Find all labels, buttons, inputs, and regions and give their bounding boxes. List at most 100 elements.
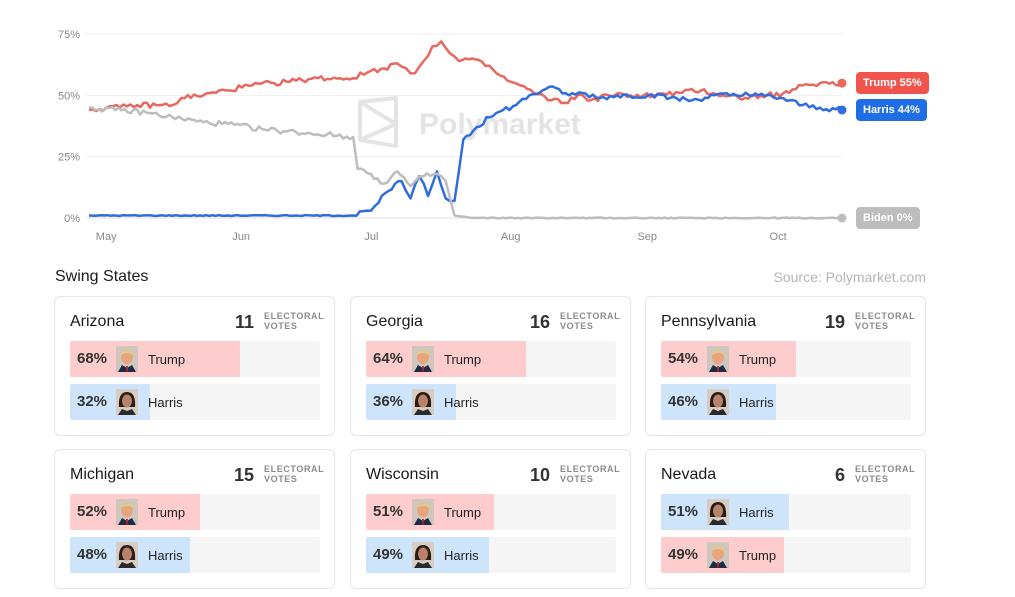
ev-label-line: VOTES xyxy=(855,321,889,331)
candidate-name: Trump xyxy=(444,505,482,520)
probability-percent: 52% xyxy=(77,503,108,520)
ev-label-line: VOTES xyxy=(264,321,298,331)
candidate-row-harris[interactable]: 46% Harris xyxy=(661,384,911,420)
electoral-votes-label: ELECTORAL VOTES xyxy=(855,464,915,484)
candidate-name: Trump xyxy=(444,352,482,367)
candidate-row-trump[interactable]: 51% Trump xyxy=(366,494,616,530)
odds-chart-svg: 0% 25% 50% 75% May Jun Jul Aug Sep Oct Polymarket xyxy=(58,29,847,243)
ev-label-line: ELECTORAL xyxy=(264,311,325,321)
series-line-trump xyxy=(88,40,843,113)
trump-portrait-icon xyxy=(116,346,138,372)
probability-bar xyxy=(70,341,240,377)
ev-label-line: VOTES xyxy=(560,321,594,331)
harris-portrait-icon xyxy=(707,499,729,525)
trump-portrait-icon xyxy=(116,499,138,525)
candidate-row-trump[interactable]: 49% Trump xyxy=(661,537,911,573)
candidate-row-harris[interactable]: 48% Harris xyxy=(70,537,320,573)
candidate-name: Trump xyxy=(148,352,186,367)
odds-chart: 0% 25% 50% 75% May Jun Jul Aug Sep Oct Polymarket … xyxy=(0,0,1015,255)
swing-states-title: Swing States xyxy=(55,268,149,285)
state-card-michigan[interactable]: Michigan 15 ELECTORAL VOTES 52% Trump 48% Harri… xyxy=(54,449,335,589)
trump-portrait-icon xyxy=(412,499,434,525)
probability-percent: 32% xyxy=(77,393,108,410)
probability-bar xyxy=(366,384,456,420)
polymarket-watermark: Polymarket xyxy=(358,96,581,148)
series-line-harris xyxy=(88,85,843,218)
candidate-name: Trump xyxy=(739,548,777,563)
state-name: Wisconsin xyxy=(366,466,439,483)
x-tick-label: Oct xyxy=(770,231,787,243)
harris-portrait-icon xyxy=(707,389,729,415)
state-card-pennsylvania[interactable]: Pennsylvania 19 ELECTORAL VOTES 54% Trump 46% H… xyxy=(645,296,926,436)
state-name: Michigan xyxy=(70,466,135,483)
electoral-votes-count: 6 xyxy=(834,465,845,485)
electoral-votes-label: ELECTORAL VOTES xyxy=(264,464,324,484)
series-end-label-biden: Biden 0% xyxy=(856,207,920,229)
series-line-biden xyxy=(89,105,843,220)
ev-label-line: ELECTORAL xyxy=(855,311,916,321)
svg-text:Polymarket: Polymarket xyxy=(419,108,581,141)
trump-portrait-icon xyxy=(707,346,729,372)
ev-label-line: ELECTORAL xyxy=(855,464,916,474)
ev-label-line: ELECTORAL xyxy=(264,464,325,474)
ev-label-line: VOTES xyxy=(560,474,594,484)
source-credit: Source: Polymarket.com xyxy=(773,269,927,285)
x-tick-label: Jul xyxy=(364,231,378,243)
state-card-wisconsin[interactable]: Wisconsin 10 ELECTORAL VOTES 51% Trump 49% Harr… xyxy=(350,449,631,589)
probability-percent: 68% xyxy=(77,350,108,367)
ev-label-line: VOTES xyxy=(264,474,298,484)
candidate-name: Harris xyxy=(739,505,774,520)
candidate-row-harris[interactable]: 32% Harris xyxy=(70,384,320,420)
candidate-row-harris[interactable]: 36% Harris xyxy=(366,384,616,420)
candidate-row-harris[interactable]: 49% Harris xyxy=(366,537,616,573)
electoral-votes-label: ELECTORAL VOTES xyxy=(264,311,324,331)
candidate-name: Harris xyxy=(739,395,774,410)
x-tick-label: Aug xyxy=(501,231,521,243)
candidate-row-trump[interactable]: 68% Trump xyxy=(70,341,320,377)
state-name: Pennsylvania xyxy=(661,313,757,330)
series-end-dot-harris xyxy=(837,105,847,115)
electoral-votes-count: 10 xyxy=(529,465,550,485)
series-end-label-trump: Trump 55% xyxy=(856,72,929,94)
state-card-nevada[interactable]: Nevada 6 ELECTORAL VOTES 51% Harris 49% Trump xyxy=(645,449,926,589)
state-card-georgia[interactable]: Georgia 16 ELECTORAL VOTES 64% Trump 36% Harris xyxy=(350,296,631,436)
state-card-arizona[interactable]: Arizona 11 ELECTORAL VOTES 68% Trump 32% Harris xyxy=(54,296,335,436)
series-end-dot-trump xyxy=(837,78,847,88)
candidate-row-trump[interactable]: 54% Trump xyxy=(661,341,911,377)
candidate-row-harris[interactable]: 51% Harris xyxy=(661,494,911,530)
ev-label-line: ELECTORAL xyxy=(560,464,621,474)
electoral-votes-label: ELECTORAL VOTES xyxy=(560,311,620,331)
probability-percent: 48% xyxy=(77,546,108,563)
probability-percent: 36% xyxy=(373,393,404,410)
y-tick-label: 25% xyxy=(58,152,80,164)
electoral-votes-label: ELECTORAL VOTES xyxy=(560,464,620,484)
candidate-name: Harris xyxy=(148,395,183,410)
ev-label-line: VOTES xyxy=(855,474,889,484)
electoral-votes-count: 15 xyxy=(233,465,254,485)
series-end-label-harris: Harris 44% xyxy=(856,99,927,121)
ev-label-line: ELECTORAL xyxy=(560,311,621,321)
state-name: Georgia xyxy=(366,313,423,330)
candidate-name: Harris xyxy=(148,548,183,563)
probability-percent: 49% xyxy=(373,546,404,563)
probability-percent: 51% xyxy=(668,503,699,520)
y-tick-label: 0% xyxy=(64,213,80,225)
x-tick-label: Sep xyxy=(637,231,657,243)
probability-percent: 49% xyxy=(668,546,699,563)
harris-portrait-icon xyxy=(412,542,434,568)
candidate-row-trump[interactable]: 52% Trump xyxy=(70,494,320,530)
state-name: Arizona xyxy=(70,313,125,330)
x-tick-label: Jun xyxy=(232,231,250,243)
probability-bar xyxy=(366,341,526,377)
harris-portrait-icon xyxy=(412,389,434,415)
y-tick-label: 50% xyxy=(58,90,80,102)
probability-percent: 54% xyxy=(668,350,699,367)
state-name: Nevada xyxy=(661,466,717,483)
harris-portrait-icon xyxy=(116,389,138,415)
series-end-dot-biden xyxy=(837,213,847,223)
probability-percent: 51% xyxy=(373,503,404,520)
candidate-row-trump[interactable]: 64% Trump xyxy=(366,341,616,377)
candidate-name: Trump xyxy=(739,352,777,367)
probability-percent: 64% xyxy=(373,350,404,367)
candidate-name: Trump xyxy=(148,505,186,520)
